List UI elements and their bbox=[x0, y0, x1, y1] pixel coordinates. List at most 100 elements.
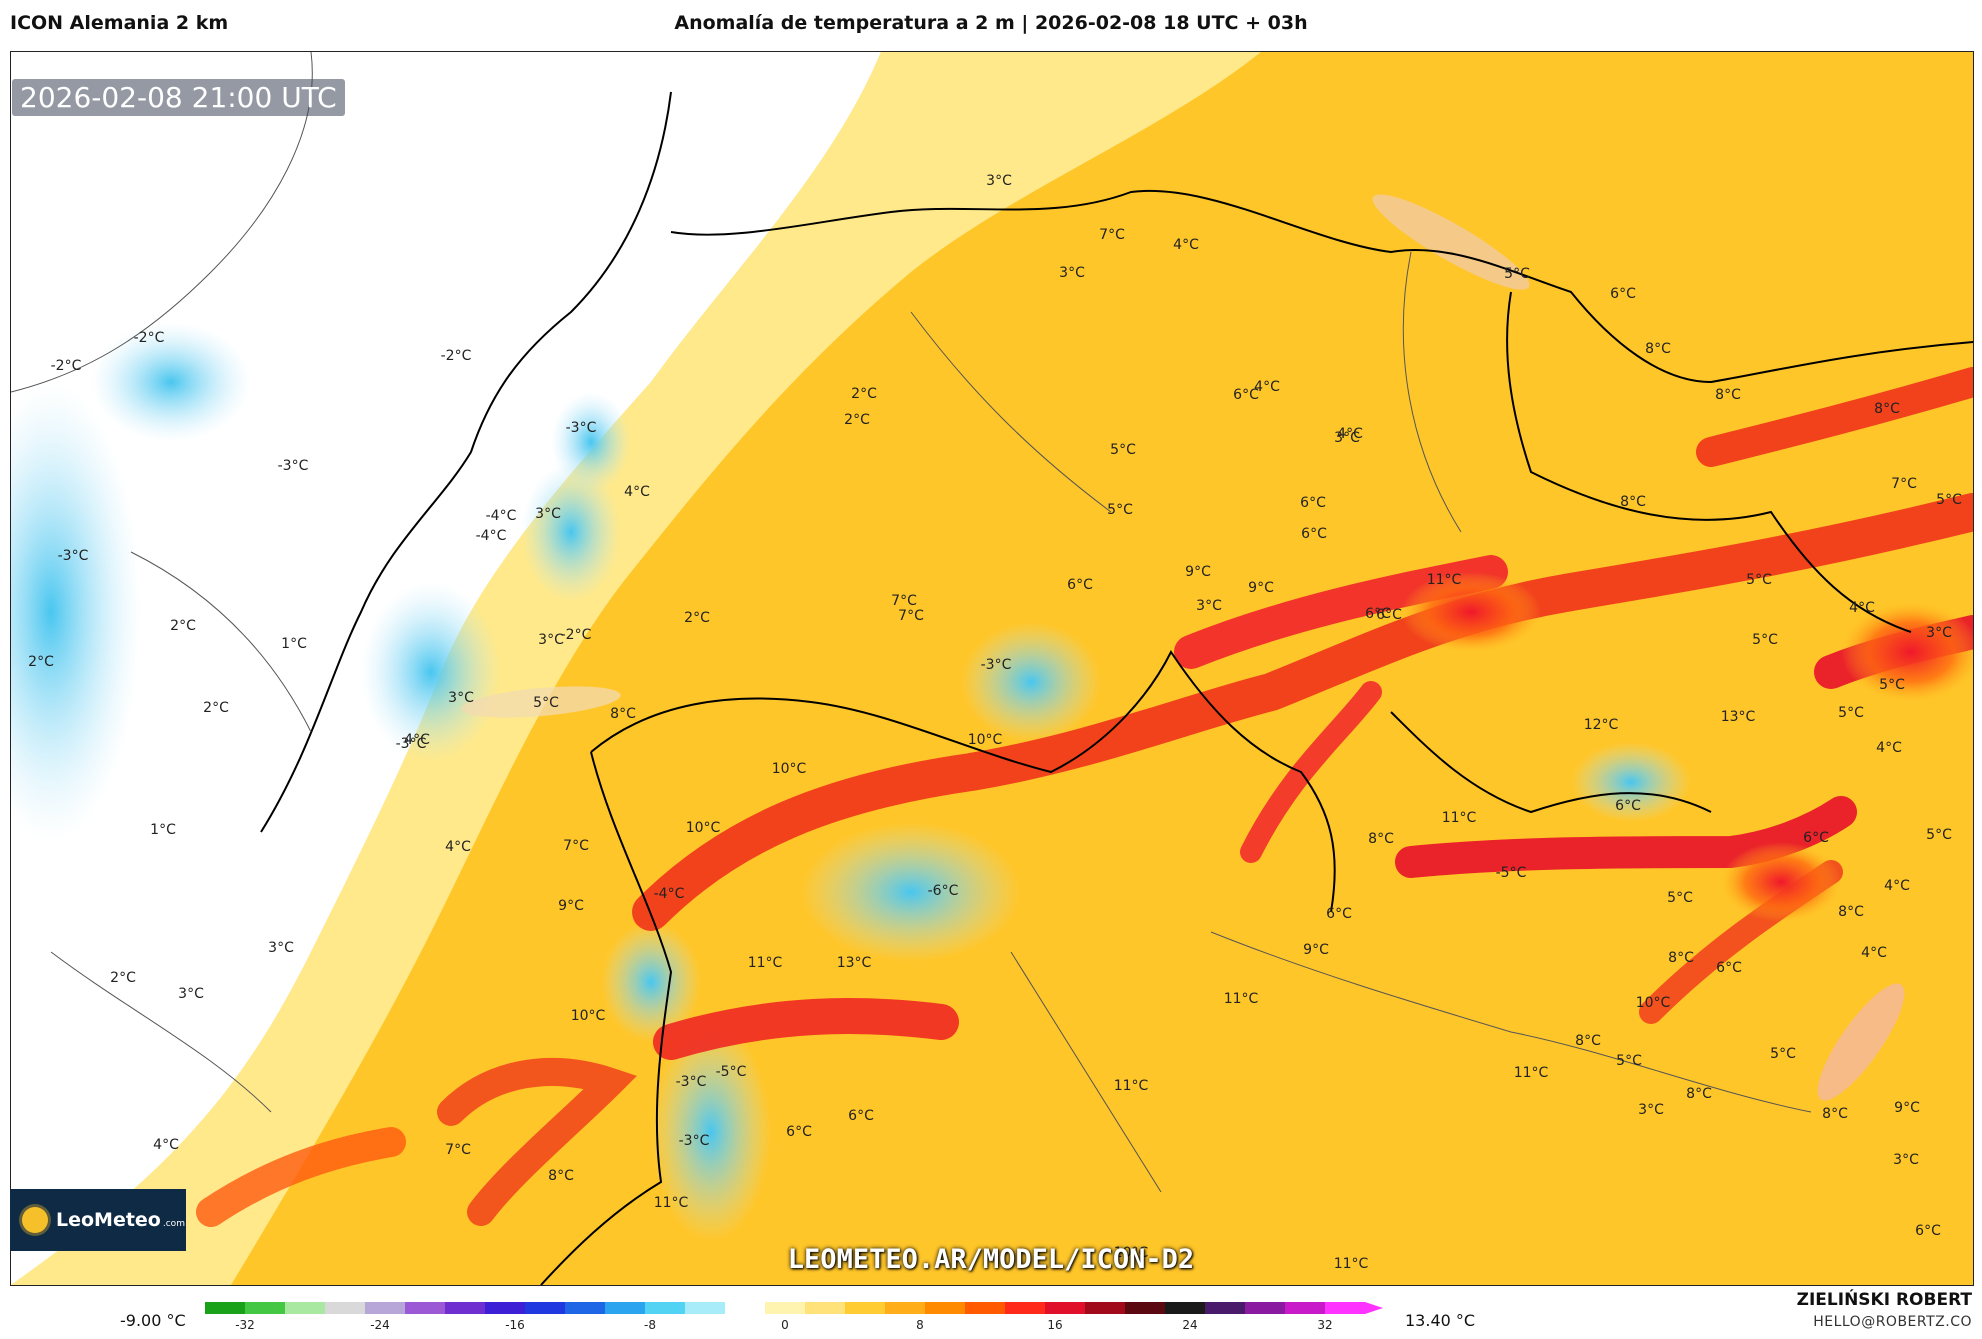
map-panel[interactable]: -2°C -2°C -2°C -3°C -3°C -4°C -3°C 2°C 1°C 2°C 2°C… bbox=[10, 51, 1974, 1286]
colorbar-segment bbox=[405, 1302, 446, 1314]
temperature-label: 4°C bbox=[153, 1137, 179, 1153]
hot-ridge bbox=[1240, 681, 1382, 863]
colorbar-tick-label: 0 bbox=[781, 1318, 789, 1332]
colorbar-segment bbox=[645, 1302, 686, 1314]
temperature-label: 11°C bbox=[1114, 1078, 1149, 1094]
temperature-label: 2°C bbox=[203, 700, 229, 716]
temperature-label: 2°C bbox=[28, 654, 54, 670]
temperature-label: 5°C bbox=[1107, 502, 1133, 518]
temperature-label: -6°C bbox=[928, 883, 959, 899]
temperature-label: 2°C bbox=[851, 386, 877, 402]
cold-patch bbox=[521, 462, 621, 602]
colorbar-segment bbox=[885, 1302, 926, 1314]
colorbar-segment bbox=[965, 1302, 1006, 1314]
temperature-label: 5°C bbox=[1752, 632, 1778, 648]
temperature-label: 8°C bbox=[1715, 387, 1741, 403]
temperature-label: 10°C bbox=[1114, 1245, 1149, 1261]
temperature-label: 8°C bbox=[1368, 831, 1394, 847]
colorbar-segment bbox=[1285, 1302, 1326, 1314]
temperature-label: -3°C bbox=[676, 1074, 707, 1090]
colorbar-segment bbox=[1125, 1302, 1166, 1314]
temperature-label: 9°C bbox=[1248, 580, 1274, 596]
colorbar-tick-label: -16 bbox=[505, 1318, 525, 1332]
colorbar-segment bbox=[765, 1302, 806, 1314]
valid-time-label: 2026-02-08 21:00 UTC bbox=[12, 79, 345, 116]
temperature-label: 11°C bbox=[748, 955, 783, 971]
temperature-label: 5°C bbox=[1616, 1053, 1642, 1069]
temperature-label: 5°C bbox=[1936, 492, 1962, 508]
temperature-label: 9°C bbox=[1185, 564, 1211, 580]
temperature-label: 3°C bbox=[448, 690, 474, 706]
temperature-label: 6°C bbox=[786, 1124, 812, 1140]
temperature-label: 1°C bbox=[281, 636, 307, 652]
country-border bbox=[590, 650, 1336, 913]
temperature-label: 8°C bbox=[548, 1168, 574, 1184]
temperature-label: 7°C bbox=[898, 608, 924, 624]
temperature-label: 5°C bbox=[1504, 266, 1530, 282]
temperature-label: -2°C bbox=[441, 348, 472, 364]
colorbar-segment bbox=[365, 1302, 406, 1314]
temperature-label: 4°C bbox=[1173, 237, 1199, 253]
temperature-label: 5°C bbox=[533, 695, 559, 711]
temperature-label: 6°C bbox=[1365, 606, 1391, 622]
lake bbox=[1372, 194, 1530, 290]
temperature-label: 7°C bbox=[1891, 476, 1917, 492]
temperature-label: 6°C bbox=[848, 1108, 874, 1124]
country-border bbox=[260, 91, 672, 833]
pale-yellow-band bbox=[11, 52, 1261, 1285]
hot-spot bbox=[1841, 602, 1973, 702]
temperature-label: 3°C bbox=[986, 173, 1012, 189]
hot-spot bbox=[1401, 572, 1541, 652]
temperature-label: 8°C bbox=[1645, 341, 1671, 357]
temperature-label: 6°C bbox=[1615, 798, 1641, 814]
temperature-label: -3°C bbox=[278, 458, 309, 474]
temperature-anomaly-map: -2°C -2°C -2°C -3°C -3°C -4°C -3°C 2°C 1°C 2°C 2°C… bbox=[11, 52, 1973, 1285]
author-email: HELLO@ROBERTZ.CO bbox=[1813, 1314, 1972, 1330]
temperature-label: 7°C bbox=[1099, 227, 1125, 243]
temperature-label: 11°C bbox=[1442, 810, 1477, 826]
temperature-label: 10°C bbox=[1636, 995, 1671, 1011]
temperature-label: 8°C bbox=[1686, 1086, 1712, 1102]
temperature-label: 2°C bbox=[170, 618, 196, 634]
temperature-label: -3°C bbox=[396, 736, 427, 752]
temperature-label: -2°C bbox=[51, 358, 82, 374]
temperature-label: 8°C bbox=[1838, 904, 1864, 920]
colorbar-tick-label: 32 bbox=[1317, 1318, 1332, 1332]
country-border bbox=[1390, 711, 1712, 814]
temperature-label: 10°C bbox=[968, 732, 1003, 748]
temperature-label: 3°C bbox=[1638, 1102, 1664, 1118]
regional-border bbox=[50, 951, 272, 1113]
colorbar-tick-label: -8 bbox=[644, 1318, 656, 1332]
temperature-label: 4°C bbox=[1876, 740, 1902, 756]
temperature-label: -4°C bbox=[654, 886, 685, 902]
temperature-label: 3°C bbox=[178, 986, 204, 1002]
cold-patch bbox=[601, 922, 701, 1042]
colorbar-segment bbox=[325, 1302, 366, 1314]
temperature-label: -2°C bbox=[561, 627, 592, 643]
colorbar-segment bbox=[805, 1302, 846, 1314]
leometeo-logo[interactable]: LeoMeteo .com bbox=[10, 1189, 186, 1251]
colorbar-tick-label: -24 bbox=[370, 1318, 390, 1332]
colorbar-segment bbox=[565, 1302, 606, 1314]
temperature-label: -5°C bbox=[716, 1064, 747, 1080]
temperature-label: 11°C bbox=[1427, 572, 1462, 588]
temperature-label: 8°C bbox=[1822, 1106, 1848, 1122]
colorbar: -32 -24 -16 -8 0 8 16 24 32 bbox=[205, 1302, 1383, 1332]
temperature-label: -3°C bbox=[58, 548, 89, 564]
colorbar-segment bbox=[685, 1302, 726, 1314]
hot-ridge bbox=[632, 493, 1973, 931]
hot-ridge bbox=[196, 1127, 406, 1227]
temperature-label: 10°C bbox=[686, 820, 721, 836]
temperature-label: 6°C bbox=[1610, 286, 1636, 302]
colorbar-segment bbox=[1325, 1302, 1366, 1314]
colorbar-segment bbox=[845, 1302, 886, 1314]
regional-border bbox=[1010, 951, 1162, 1193]
temperature-label: 3°C bbox=[1334, 430, 1360, 446]
colorbar-segment bbox=[1045, 1302, 1086, 1314]
temperature-label: 4°C bbox=[404, 732, 430, 748]
temperature-label: -2°C bbox=[134, 330, 165, 346]
colorbar-segment bbox=[205, 1302, 246, 1314]
colorbar-segment bbox=[1205, 1302, 1246, 1314]
country-border bbox=[1506, 291, 1912, 633]
logo-brand: LeoMeteo bbox=[56, 1209, 161, 1231]
